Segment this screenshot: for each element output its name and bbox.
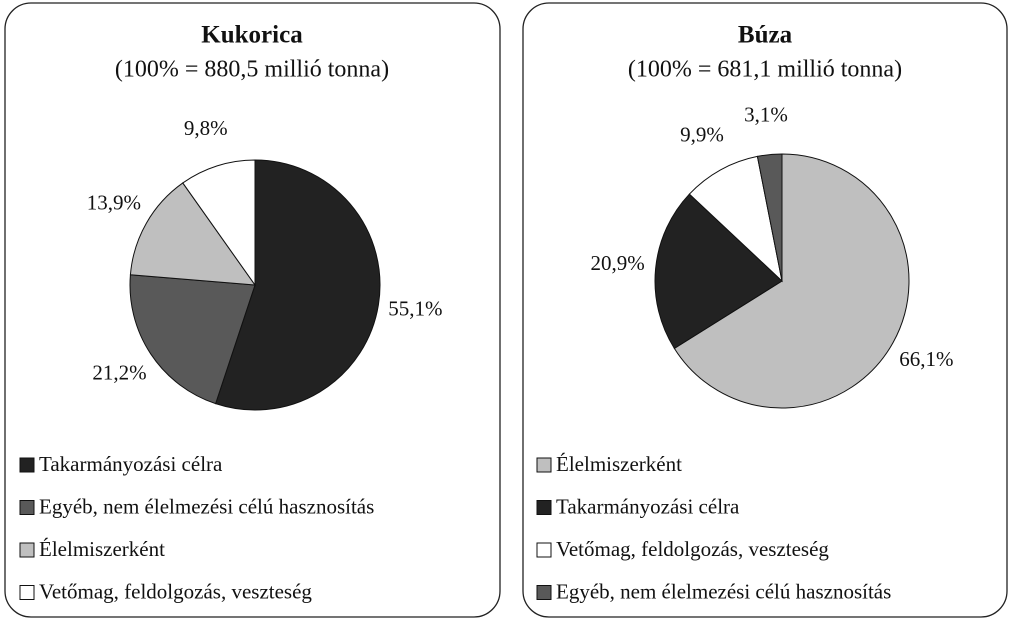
chart-title: Kukorica [201, 22, 303, 49]
legend-label: Egyéb, nem élelmezési célú hasznosítás [556, 579, 891, 603]
pie-slice [214, 159, 381, 411]
pie-slice [129, 182, 257, 286]
legend-label: Takarmányozási célra [556, 494, 740, 518]
pie-slice [688, 155, 783, 283]
legend-swatch [536, 585, 552, 600]
data-label: 55,1% [388, 297, 442, 321]
legend-label: Élelmiszerként [39, 537, 165, 561]
legend-label: Élelmiszerként [556, 452, 682, 476]
legend-label: Vetőmag, feldolgozás, veszteség [39, 579, 312, 603]
pie-slice [182, 159, 256, 287]
data-label: 9,8% [184, 116, 228, 140]
pie-slice [756, 153, 783, 282]
legend-swatch [19, 457, 35, 473]
legend-swatch [19, 585, 35, 600]
chart-subtitle: (100% = 681,1 millió tonna) [628, 57, 902, 83]
chart-title: Búza [738, 22, 793, 49]
legend-swatch [536, 542, 552, 558]
legend-label: Egyéb, nem élelmezési célú hasznosítás [39, 494, 374, 518]
legend-swatch [536, 500, 552, 515]
pie-slice [129, 274, 256, 405]
data-label: 3,1% [744, 102, 788, 126]
legend-swatch [19, 500, 35, 515]
data-label: 20,9% [591, 251, 645, 275]
legend-label: Takarmányozási célra [39, 452, 223, 476]
data-label: 21,2% [92, 360, 146, 384]
data-label: 9,9% [680, 122, 724, 146]
pie-slice [654, 193, 783, 350]
legend-label: Vetőmag, feldolgozás, veszteség [556, 537, 829, 561]
pie-slice [673, 153, 910, 409]
legend-swatch [536, 457, 552, 473]
legend-swatch [19, 542, 35, 558]
data-label: 66,1% [899, 347, 953, 371]
data-label: 13,9% [87, 190, 141, 214]
chart-subtitle: (100% = 880,5 millió tonna) [115, 57, 389, 83]
